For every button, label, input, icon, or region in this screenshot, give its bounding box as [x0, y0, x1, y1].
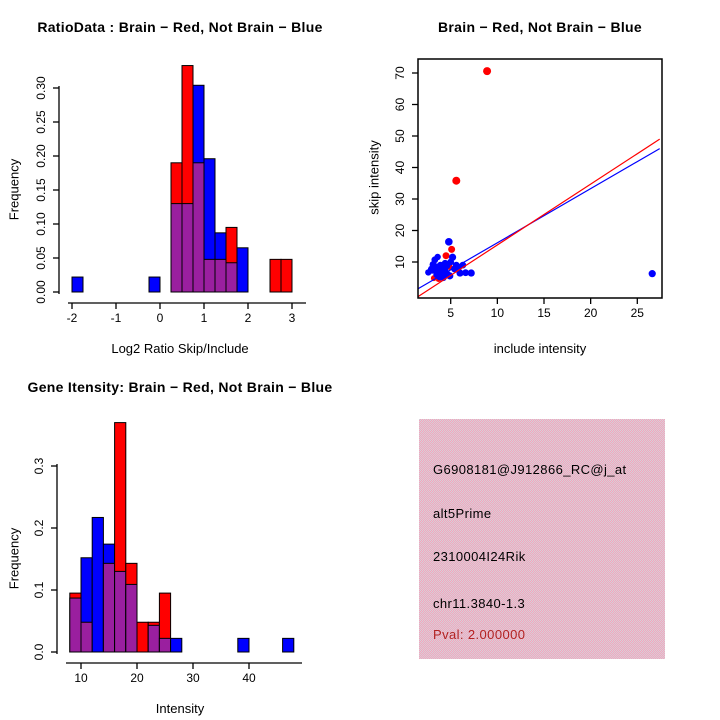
svg-text:25: 25 — [631, 306, 645, 320]
svg-text:10: 10 — [74, 671, 88, 685]
panel-intensity-scatter: 10 20 30 40 50 60 70 5 10 15 20 25 Brain − Red, Not… — [360, 0, 720, 360]
svg-text:70: 70 — [393, 66, 407, 80]
svg-text:60: 60 — [393, 98, 407, 112]
gene-histogram-xlabel: Intensity — [155, 701, 205, 716]
axes: 10 20 30 40 50 60 70 5 10 15 20 25 — [393, 66, 644, 320]
svg-text:2: 2 — [245, 311, 252, 325]
svg-text:3: 3 — [289, 311, 296, 325]
svg-text:0.0: 0.0 — [32, 643, 46, 660]
points — [425, 67, 656, 283]
svg-text:10: 10 — [393, 255, 407, 269]
svg-text:10: 10 — [491, 306, 505, 320]
bars — [71, 65, 293, 293]
svg-text:1: 1 — [201, 311, 208, 325]
scatter-xlabel: include intensity — [493, 341, 587, 356]
bars — [69, 422, 295, 653]
svg-text:0.00: 0.00 — [34, 280, 48, 304]
axes: 0.00 0.05 0.10 0.15 0.20 0.25 0.30 -2 -1 0 1 2 3 — [34, 76, 306, 325]
svg-text:0.25: 0.25 — [34, 110, 48, 134]
svg-text:0.1: 0.1 — [32, 581, 46, 598]
svg-text:0.3: 0.3 — [32, 457, 46, 474]
svg-text:30: 30 — [186, 671, 200, 685]
svg-text:0.15: 0.15 — [34, 178, 48, 202]
svg-text:40: 40 — [393, 161, 407, 175]
svg-text:0: 0 — [157, 311, 164, 325]
svg-text:50: 50 — [393, 129, 407, 143]
gene-info-box: G6908181@J912866_RC@j_at alt5Prime 23100… — [419, 419, 665, 659]
ratio-histogram-plot: 0.00 0.05 0.10 0.15 0.20 0.25 0.30 -2 -1 0 1 2 3 — [34, 65, 306, 325]
scatter-title: Brain − Red, Not Brain − Blue — [438, 19, 642, 35]
svg-text:0.2: 0.2 — [32, 519, 46, 536]
locus-text: chr11.3840-1.3 — [433, 596, 526, 611]
panel-ratio-histogram: 0.00 0.05 0.10 0.15 0.20 0.25 0.30 -2 -1 0 1 2 3 Rat… — [0, 0, 360, 360]
gene-symbol-text: 2310004I24Rik — [433, 549, 526, 564]
probe-id-text: G6908181@J912866_RC@j_at — [433, 462, 627, 477]
intensity-scatter-plot: 10 20 30 40 50 60 70 5 10 15 20 25 — [393, 58, 663, 320]
ratio-histogram-xlabel: Log2 Ratio Skip/Include — [111, 341, 249, 356]
svg-text:0.20: 0.20 — [34, 144, 48, 168]
svg-text:20: 20 — [393, 224, 407, 238]
ratio-histogram-ylabel: Frequency — [6, 158, 22, 221]
svg-text:0.10: 0.10 — [34, 212, 48, 236]
svg-text:15: 15 — [537, 306, 551, 320]
splice-type-text: alt5Prime — [433, 506, 492, 521]
axes: 0.0 0.1 0.2 0.3 10 20 30 40 — [32, 457, 302, 685]
fit-lines — [417, 138, 661, 298]
ratio-histogram-title: RatioData : Brain − Red, Not Brain − Blu… — [37, 19, 323, 35]
gene-histogram-title: Gene Itensity: Brain − Red, Not Brain − … — [27, 379, 333, 395]
svg-text:20: 20 — [584, 306, 598, 320]
gene-intensity-histogram-plot: 0.0 0.1 0.2 0.3 10 20 30 40 — [32, 422, 302, 685]
panel-gene-info: G6908181@J912866_RC@j_at alt5Prime 23100… — [360, 360, 720, 720]
svg-text:-1: -1 — [111, 311, 122, 325]
gene-histogram-ylabel: Frequency — [6, 527, 22, 590]
pval-text: Pval: 2.000000 — [433, 627, 526, 642]
svg-text:0.30: 0.30 — [34, 76, 48, 100]
svg-text:30: 30 — [393, 192, 407, 206]
svg-text:5: 5 — [447, 306, 454, 320]
panel-gene-intensity-histogram: 0.0 0.1 0.2 0.3 10 20 30 40 Gene Itensity: Brai… — [0, 360, 360, 720]
svg-text:40: 40 — [242, 671, 256, 685]
scatter-ylabel: skip intensity — [366, 140, 382, 215]
svg-text:0.05: 0.05 — [34, 246, 48, 270]
svg-text:-2: -2 — [67, 311, 78, 325]
svg-text:20: 20 — [130, 671, 144, 685]
